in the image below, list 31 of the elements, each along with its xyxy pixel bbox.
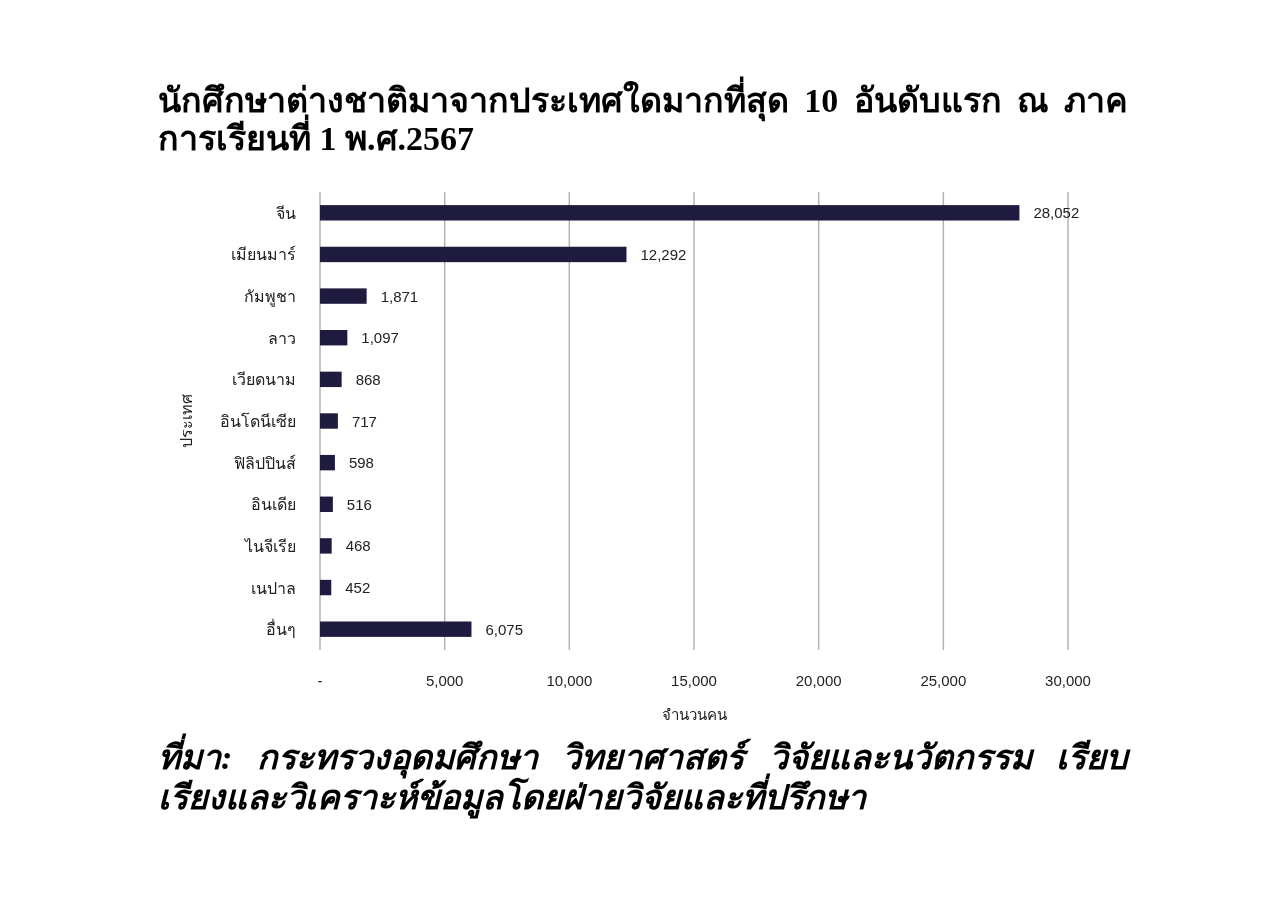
y-tick-label: จีน bbox=[276, 204, 296, 222]
data-label: 598 bbox=[348, 454, 374, 472]
y-tick-label: เวียดนาม bbox=[232, 371, 296, 389]
y-tick-label: เนปาล bbox=[251, 579, 296, 597]
y-tick-label: เมียนมาร์ bbox=[231, 245, 296, 264]
y-tick-label: อินเดีย bbox=[251, 496, 296, 514]
x-tick-label: 25,000 bbox=[920, 672, 967, 689]
x-tick-label: 30,000 bbox=[1045, 672, 1091, 689]
x-tick-label: 5,000 bbox=[425, 672, 464, 689]
data-label: 12,292 bbox=[640, 245, 687, 263]
data-label: 1,871 bbox=[380, 287, 419, 305]
y-tick-label: อื่นๆ bbox=[266, 618, 296, 639]
data-label: 516 bbox=[346, 495, 372, 513]
y-tick-label: ไนจีเรีย bbox=[243, 536, 296, 555]
data-label: 468 bbox=[345, 537, 371, 555]
x-tick-label: 15,000 bbox=[671, 672, 717, 689]
x-tick-label: - bbox=[317, 672, 323, 689]
y-tick-label: อินโดนีเซีย bbox=[220, 412, 296, 430]
y-tick-label: ลาว bbox=[268, 329, 296, 347]
data-label: 1,097 bbox=[361, 329, 399, 347]
data-label: 717 bbox=[351, 412, 377, 430]
data-label: 6,075 bbox=[485, 620, 524, 638]
data-label: 452 bbox=[345, 579, 371, 597]
data-label: 28,052 bbox=[1033, 204, 1080, 222]
y-axis-title: ประเทศ bbox=[178, 394, 195, 448]
x-tick-label: 10,000 bbox=[546, 672, 593, 689]
y-tick-label: กัมพูชา bbox=[244, 288, 296, 308]
data-label: 868 bbox=[355, 370, 381, 388]
y-tick-label: ฟิลิปปินส์ bbox=[234, 453, 296, 472]
x-axis-title: จำนวนคน bbox=[661, 706, 727, 723]
x-tick-label: 20,000 bbox=[795, 672, 842, 689]
